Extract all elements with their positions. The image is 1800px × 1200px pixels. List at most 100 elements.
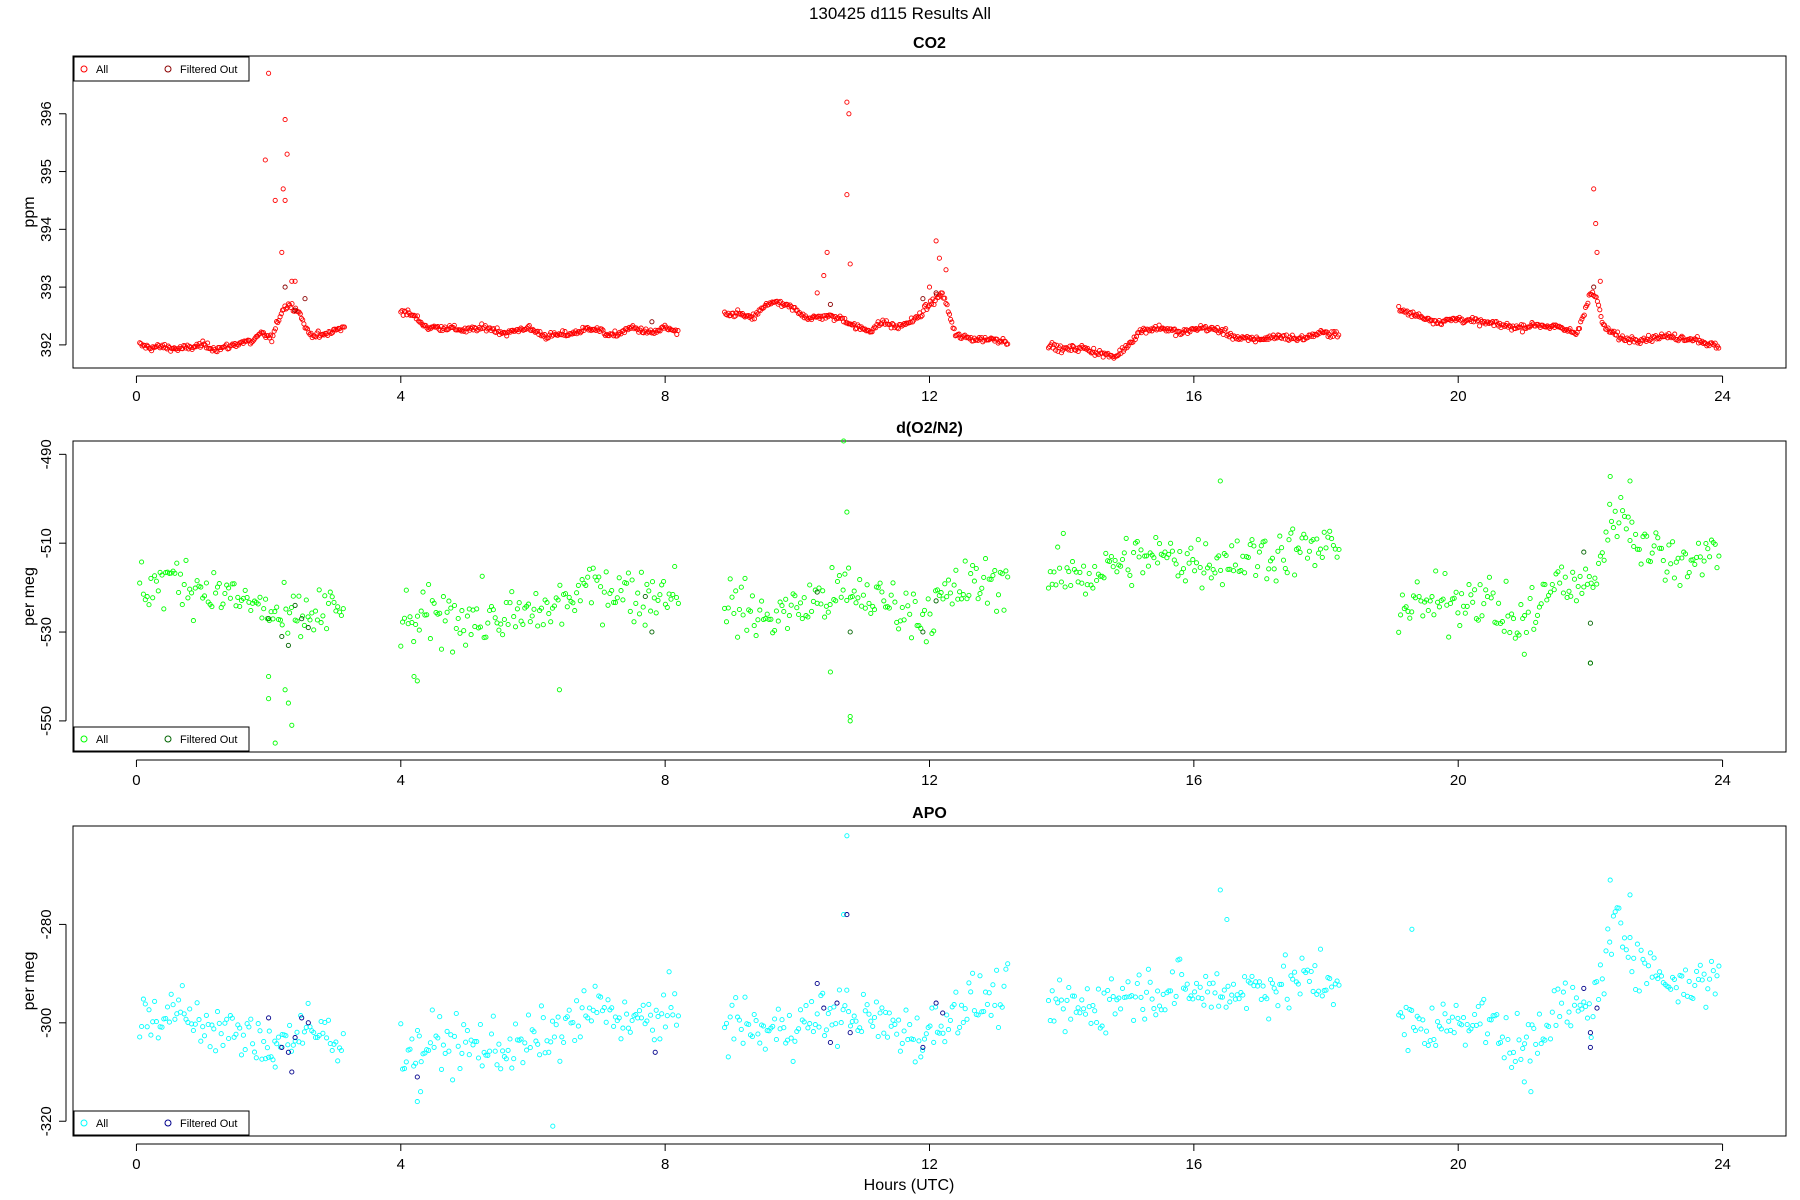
data-point xyxy=(1319,993,1325,999)
data-point xyxy=(870,1023,876,1029)
data-point xyxy=(203,580,209,586)
filtered-point xyxy=(649,319,655,325)
data-point xyxy=(1486,574,1492,580)
data-point xyxy=(1405,608,1411,614)
data-point xyxy=(472,324,478,331)
data-point xyxy=(1055,1000,1061,1006)
data-point xyxy=(1314,536,1320,542)
data-point xyxy=(951,582,957,588)
data-point xyxy=(1682,551,1689,557)
data-point xyxy=(1451,1030,1457,1036)
data-point xyxy=(1579,1006,1585,1012)
data-point xyxy=(1295,545,1301,551)
data-point xyxy=(992,568,998,574)
data-point xyxy=(1566,588,1572,594)
data-point xyxy=(1329,536,1335,542)
data-point xyxy=(1455,1015,1461,1021)
data-point xyxy=(981,337,987,343)
data-point xyxy=(1573,995,1579,1001)
data-point xyxy=(1069,993,1076,999)
data-point xyxy=(270,333,276,339)
data-point xyxy=(586,327,592,333)
legend: All Filtered Out xyxy=(73,56,250,82)
data-point xyxy=(612,600,618,606)
data-point xyxy=(666,591,672,597)
data-point xyxy=(1555,569,1561,575)
data-point xyxy=(609,587,615,594)
data-point xyxy=(1403,604,1409,610)
data-point xyxy=(504,333,510,339)
data-point xyxy=(945,577,952,583)
data-point xyxy=(1173,993,1179,999)
data-point xyxy=(293,305,299,311)
data-point xyxy=(253,1055,259,1061)
data-point xyxy=(1086,570,1092,577)
data-point xyxy=(844,597,850,603)
data-point xyxy=(736,606,742,613)
data-point xyxy=(1047,569,1053,575)
data-point xyxy=(1132,336,1138,342)
data-point xyxy=(912,598,918,605)
data-point xyxy=(979,585,985,591)
data-point xyxy=(951,1002,957,1008)
x-tick-label: 12 xyxy=(921,772,938,789)
data-point xyxy=(869,329,875,335)
data-point xyxy=(1179,331,1185,337)
legend-label: All xyxy=(96,64,108,76)
data-point xyxy=(804,315,810,321)
data-point xyxy=(548,1039,554,1045)
data-point xyxy=(1177,956,1183,962)
data-point xyxy=(438,1066,445,1072)
x-tick-label: 16 xyxy=(1186,772,1203,789)
data-point xyxy=(809,608,815,614)
data-point xyxy=(757,1040,763,1046)
data-point xyxy=(1156,541,1163,547)
data-point xyxy=(1001,607,1007,613)
data-point xyxy=(631,326,637,332)
data-point xyxy=(894,1031,900,1037)
data-point xyxy=(488,1031,495,1037)
data-point xyxy=(1429,1005,1435,1011)
data-point xyxy=(516,600,522,606)
data-point xyxy=(644,330,650,336)
data-point xyxy=(1073,1009,1079,1015)
data-point xyxy=(1510,1049,1517,1055)
data-point xyxy=(1666,331,1672,337)
data-point xyxy=(1396,629,1402,635)
data-point xyxy=(1479,613,1485,619)
data-point xyxy=(409,619,415,626)
data-point xyxy=(875,585,881,591)
data-point xyxy=(1535,321,1541,327)
data-point xyxy=(1286,1005,1292,1011)
data-point xyxy=(766,616,772,622)
data-point xyxy=(846,565,852,571)
data-point xyxy=(797,1007,804,1013)
data-point xyxy=(1610,913,1616,919)
data-point xyxy=(500,1048,506,1054)
data-point xyxy=(1423,1028,1430,1034)
data-point xyxy=(877,1010,883,1016)
data-point xyxy=(1249,973,1255,979)
data-point xyxy=(862,605,868,611)
data-point xyxy=(914,1015,920,1021)
data-point xyxy=(1398,1010,1404,1016)
data-point xyxy=(1279,981,1285,987)
data-point xyxy=(1066,984,1072,991)
data-point xyxy=(779,1017,785,1023)
data-point xyxy=(1675,999,1681,1005)
data-point xyxy=(1103,1030,1109,1036)
data-point xyxy=(1546,1023,1552,1030)
data-point xyxy=(1277,533,1283,539)
data-point xyxy=(1410,309,1416,315)
data-point xyxy=(818,313,824,319)
data-point xyxy=(1118,1006,1124,1012)
data-point xyxy=(659,1011,665,1017)
data-point xyxy=(271,328,277,334)
data-point xyxy=(314,617,320,623)
data-point xyxy=(1690,995,1696,1002)
legend-label: Filtered Out xyxy=(180,1118,237,1130)
data-point xyxy=(965,335,972,341)
data-point xyxy=(611,333,617,339)
data-point xyxy=(753,633,759,639)
data-point xyxy=(274,1041,280,1047)
